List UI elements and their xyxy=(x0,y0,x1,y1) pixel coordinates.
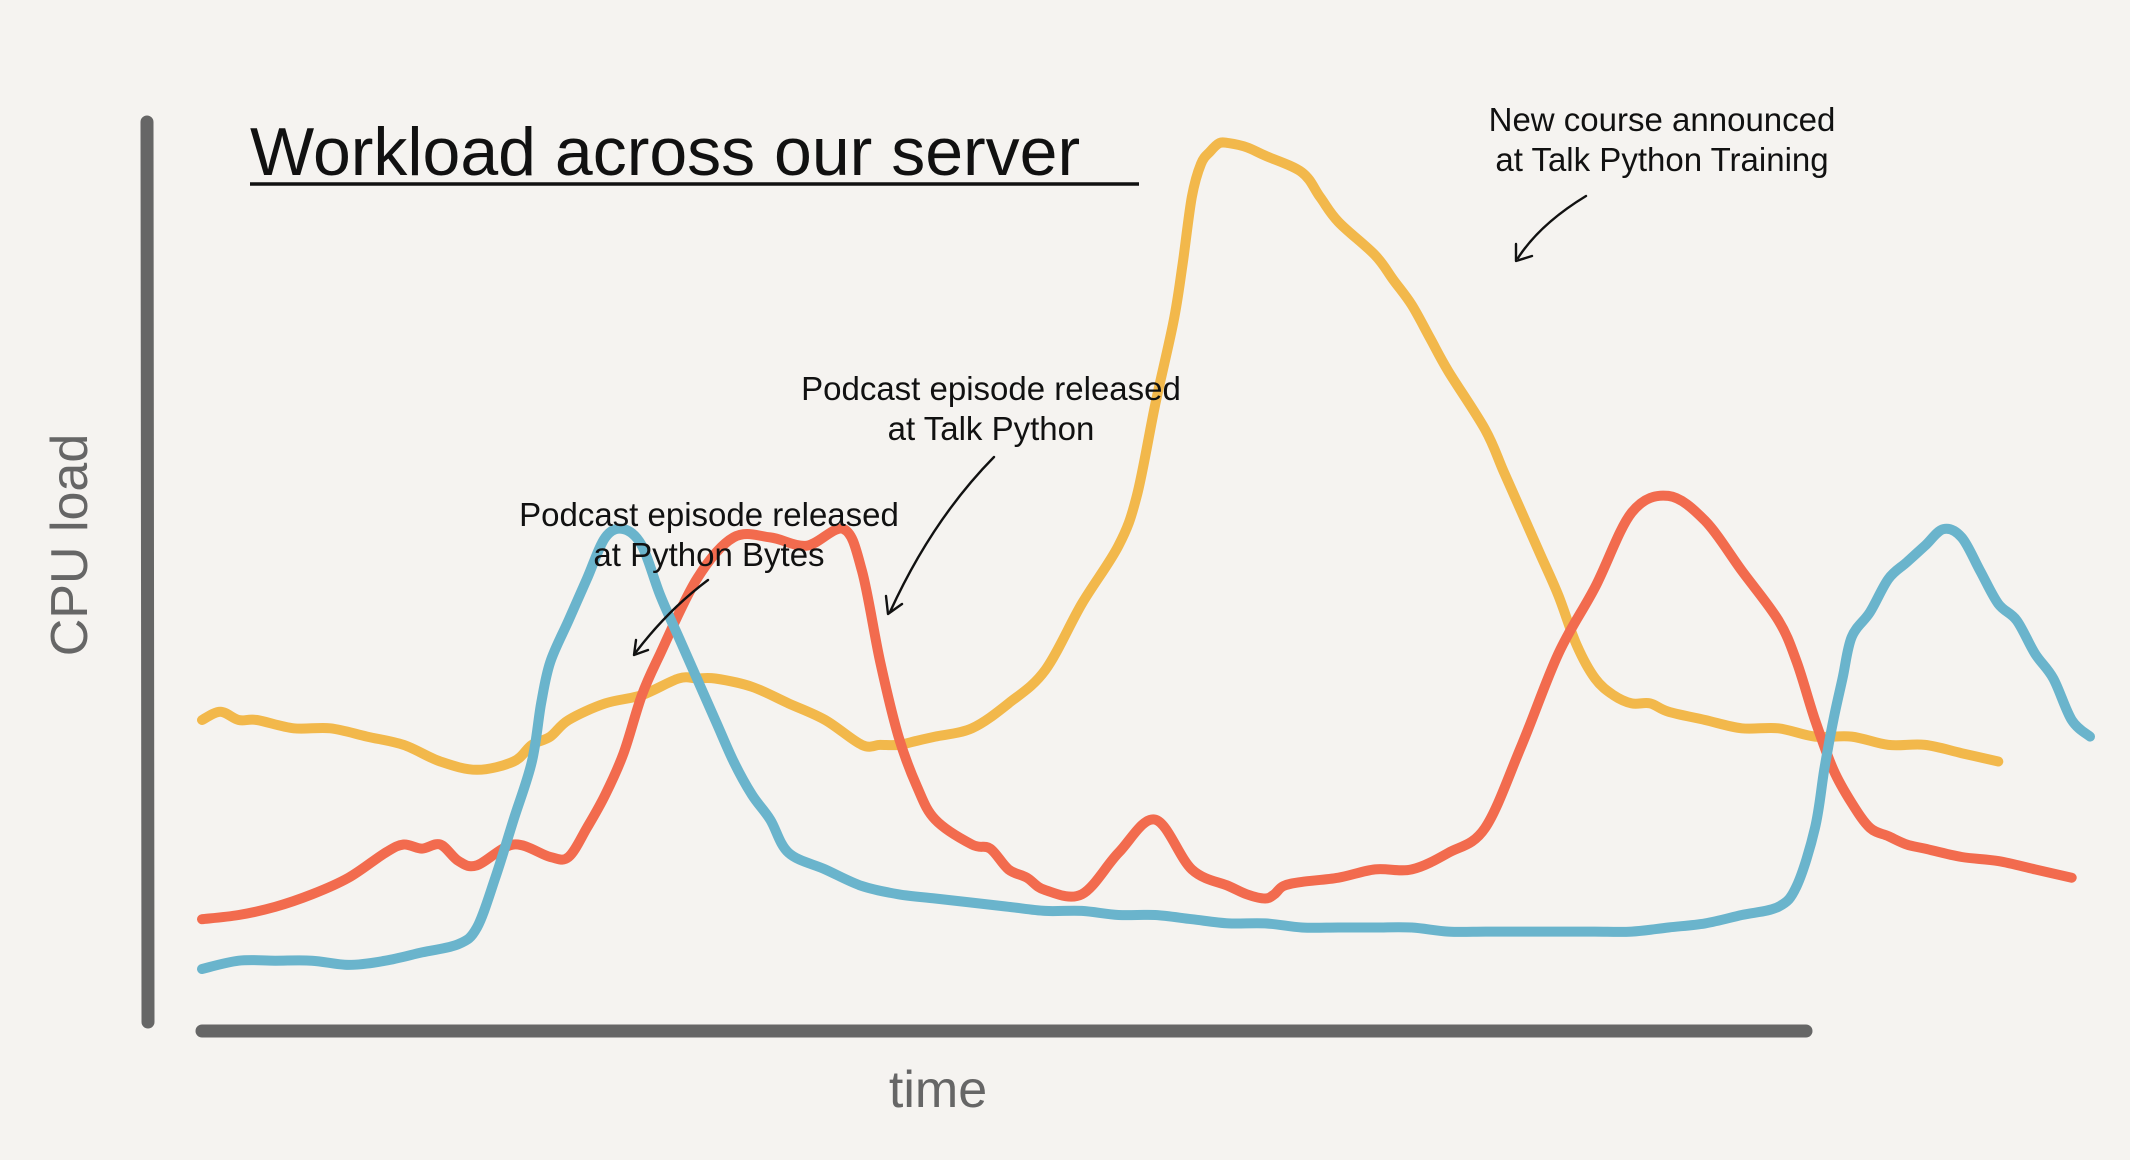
annotation-python-bytes-line-2: at Python Bytes xyxy=(593,536,824,573)
chart-title: Workload across our server xyxy=(250,114,1080,190)
annotation-python-bytes-arrow xyxy=(634,578,710,654)
series-line-red xyxy=(197,490,2077,925)
annotation-training-line-2: at Talk Python Training xyxy=(1495,141,1828,178)
y-axis-line xyxy=(140,115,155,1029)
annotation-python-bytes-arrowhead xyxy=(632,638,650,657)
series-line-yellow xyxy=(197,137,2004,775)
annotation-talk-python: Podcast episode released at Talk Python xyxy=(801,370,1181,616)
annotation-training-arrow xyxy=(1516,194,1588,260)
x-axis-label: time xyxy=(889,1061,987,1119)
y-axis-label: CPU load xyxy=(41,434,99,657)
annotation-talk-python-line-1: Podcast episode released xyxy=(801,370,1181,407)
annotation-training: New course announced at Talk Python Trai… xyxy=(1489,101,1836,263)
series-line-blue xyxy=(197,523,2095,974)
annotation-talk-python-arrowhead xyxy=(884,594,904,616)
annotation-talk-python-arrow xyxy=(888,455,996,614)
annotation-python-bytes-line-1: Podcast episode released xyxy=(519,496,899,533)
annotation-talk-python-line-2: at Talk Python xyxy=(888,410,1095,447)
annotation-python-bytes: Podcast episode released at Python Bytes xyxy=(519,496,899,657)
annotation-training-line-1: New course announced xyxy=(1489,101,1836,138)
annotation-training-arrowhead xyxy=(1514,242,1534,263)
series-layer xyxy=(197,137,2095,974)
